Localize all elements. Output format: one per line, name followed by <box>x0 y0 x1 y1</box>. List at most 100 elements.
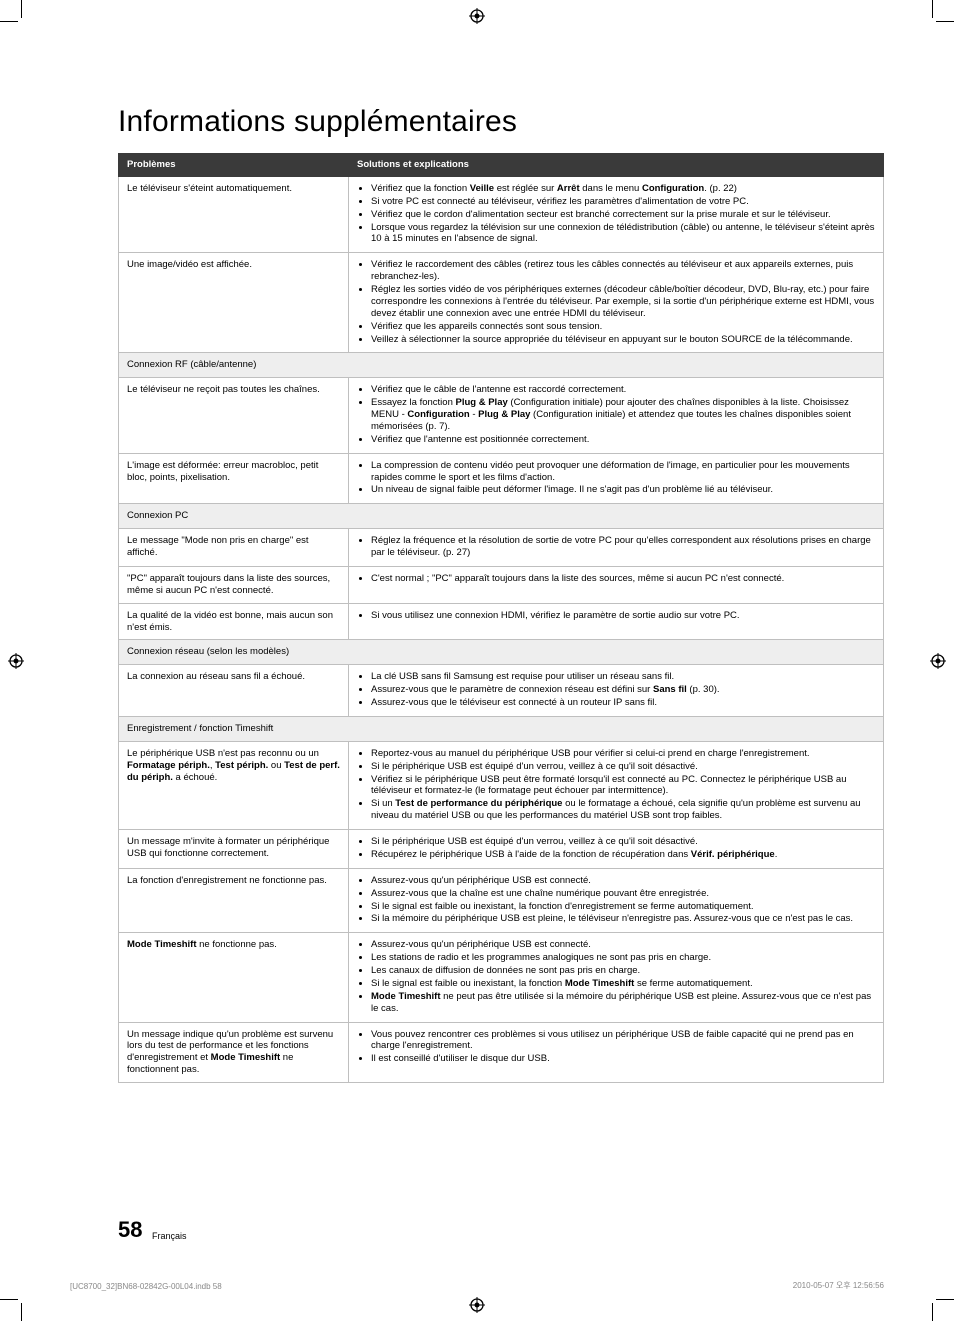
table-row: Le périphérique USB n'est pas reconnu ou… <box>119 741 884 829</box>
page-content: Informations supplémentaires Problèmes S… <box>0 0 954 1083</box>
solutions-cell: Si vous utilisez une connexion HDMI, vér… <box>349 603 884 640</box>
solution-item: Si le périphérique USB est équipé d'un v… <box>371 836 875 848</box>
problem-cell: La connexion au réseau sans fil a échoué… <box>119 665 349 717</box>
table-row: Le téléviseur s'éteint automatiquement. V… <box>119 176 884 252</box>
solution-item: Assurez-vous que la chaîne est une chaîn… <box>371 888 875 900</box>
table-row: Le téléviseur ne reçoit pas toutes les c… <box>119 378 884 453</box>
solution-item: Mode Timeshift ne peut pas être utilisée… <box>371 991 875 1015</box>
crop-mark <box>0 21 18 22</box>
solution-item: Vérifiez le raccordement des câbles (ret… <box>371 259 875 283</box>
solution-item: Si vous utilisez une connexion HDMI, vér… <box>371 610 875 622</box>
crop-mark <box>0 1299 18 1300</box>
table-row: Connexion réseau (selon les modèles) <box>119 640 884 665</box>
page-language: Français <box>152 1231 187 1241</box>
table-row: La qualité de la vidéo est bonne, mais a… <box>119 603 884 640</box>
solutions-cell: Réglez la fréquence et la résolution de … <box>349 529 884 567</box>
table-row: L'image est déformée: erreur macrobloc, … <box>119 453 884 504</box>
problem-cell: La qualité de la vidéo est bonne, mais a… <box>119 603 349 640</box>
problem-cell: "PC" apparaît toujours dans la liste des… <box>119 566 349 603</box>
problem-cell: Le téléviseur ne reçoit pas toutes les c… <box>119 378 349 453</box>
table-body: Le téléviseur s'éteint automatiquement. V… <box>119 176 884 1082</box>
solution-item: Si le périphérique USB est équipé d'un v… <box>371 761 875 773</box>
registration-mark <box>469 1297 485 1313</box>
crop-mark <box>932 0 933 18</box>
section-header: Connexion PC <box>119 504 884 529</box>
problem-cell: Le périphérique USB n'est pas reconnu ou… <box>119 741 349 829</box>
registration-mark <box>930 653 946 669</box>
solutions-cell: Vérifiez le raccordement des câbles (ret… <box>349 253 884 353</box>
table-row: Enregistrement / fonction Timeshift <box>119 716 884 741</box>
section-header: Connexion réseau (selon les modèles) <box>119 640 884 665</box>
solution-item: Les stations de radio et les programmes … <box>371 952 875 964</box>
table-row: "PC" apparaît toujours dans la liste des… <box>119 566 884 603</box>
problem-cell: Le message "Mode non pris en charge" est… <box>119 529 349 567</box>
solution-item: Récupérez le périphérique USB à l'aide d… <box>371 849 875 861</box>
solution-item: La compression de contenu vidéo peut pro… <box>371 460 875 484</box>
table-row: Connexion PC <box>119 504 884 529</box>
solutions-cell: Vérifiez que la fonction Veille est régl… <box>349 176 884 252</box>
solution-item: Assurez-vous qu'un périphérique USB est … <box>371 875 875 887</box>
table-row: Connexion RF (câble/antenne) <box>119 353 884 378</box>
troubleshooting-table: Problèmes Solutions et explications Le t… <box>118 153 884 1083</box>
table-row: Le message "Mode non pris en charge" est… <box>119 529 884 567</box>
solution-item: Veillez à sélectionner la source appropr… <box>371 334 875 346</box>
solutions-cell: Vous pouvez rencontrer ces problèmes si … <box>349 1022 884 1083</box>
registration-mark <box>8 653 24 669</box>
solutions-cell: Reportez-vous au manuel du périphérique … <box>349 741 884 829</box>
solution-item: Assurez-vous que le téléviseur est conne… <box>371 697 875 709</box>
solution-item: Assurez-vous qu'un périphérique USB est … <box>371 939 875 951</box>
problem-cell: Le téléviseur s'éteint automatiquement. <box>119 176 349 252</box>
solution-item: Essayez la fonction Plug & Play (Configu… <box>371 397 875 433</box>
crop-mark <box>936 21 954 22</box>
solutions-list: Vérifiez le raccordement des câbles (ret… <box>357 259 875 345</box>
solutions-list: Vous pouvez rencontrer ces problèmes si … <box>357 1029 875 1066</box>
solutions-cell: Vérifiez que le câble de l'antenne est r… <box>349 378 884 453</box>
solution-item: Assurez-vous que le paramètre de connexi… <box>371 684 875 696</box>
problem-cell: Mode Timeshift ne fonctionne pas. <box>119 933 349 1022</box>
solutions-list: Reportez-vous au manuel du périphérique … <box>357 748 875 822</box>
solutions-list: Vérifiez que la fonction Veille est régl… <box>357 183 875 245</box>
crop-mark <box>932 1303 933 1321</box>
solutions-list: Si vous utilisez une connexion HDMI, vér… <box>357 610 875 622</box>
solutions-list: Vérifiez que le câble de l'antenne est r… <box>357 384 875 445</box>
solution-item: Il est conseillé d'utiliser le disque du… <box>371 1053 875 1065</box>
section-header: Connexion RF (câble/antenne) <box>119 353 884 378</box>
solution-item: Vérifiez que les appareils connectés son… <box>371 321 875 333</box>
crop-mark <box>21 0 22 18</box>
problem-cell: La fonction d'enregistrement ne fonction… <box>119 868 349 933</box>
solutions-cell: Assurez-vous qu'un périphérique USB est … <box>349 868 884 933</box>
solution-item: Vérifiez que le câble de l'antenne est r… <box>371 384 875 396</box>
table-row: Un message indique qu'un problème est su… <box>119 1022 884 1083</box>
problem-cell: Un message indique qu'un problème est su… <box>119 1022 349 1083</box>
table-row: Une image/vidéo est affichée.Vérifiez le… <box>119 253 884 353</box>
solution-item: Un niveau de signal faible peut déformer… <box>371 484 875 496</box>
crop-mark <box>936 1299 954 1300</box>
solution-item: Reportez-vous au manuel du périphérique … <box>371 748 875 760</box>
solution-item: Réglez les sorties vidéo de vos périphér… <box>371 284 875 320</box>
solutions-list: Réglez la fréquence et la résolution de … <box>357 535 875 559</box>
solution-item: Si le signal est faible ou inexistant, l… <box>371 978 875 990</box>
registration-mark <box>469 8 485 24</box>
solution-item: Lorsque vous regardez la télévision sur … <box>371 222 875 246</box>
print-slug-left: [UC8700_32]BN68-02842G-00L04.indb 58 <box>70 1282 222 1291</box>
section-header: Enregistrement / fonction Timeshift <box>119 716 884 741</box>
table-row: Mode Timeshift ne fonctionne pas. Assurez… <box>119 933 884 1022</box>
solutions-cell: C'est normal ; "PC" apparaît toujours da… <box>349 566 884 603</box>
solutions-cell: Assurez-vous qu'un périphérique USB est … <box>349 933 884 1022</box>
solutions-cell: La clé USB sans fil Samsung est requise … <box>349 665 884 717</box>
page-title: Informations supplémentaires <box>118 105 884 139</box>
solutions-list: Si le périphérique USB est équipé d'un v… <box>357 836 875 861</box>
column-header-solutions: Solutions et explications <box>349 154 884 177</box>
solution-item: Vérifiez si le périphérique USB peut êtr… <box>371 774 875 798</box>
solution-item: Vérifiez que l'antenne est positionnée c… <box>371 434 875 446</box>
solutions-cell: Si le périphérique USB est équipé d'un v… <box>349 830 884 869</box>
table-row: Un message m'invite à formater un périph… <box>119 830 884 869</box>
solutions-list: Assurez-vous qu'un périphérique USB est … <box>357 939 875 1014</box>
solution-item: La clé USB sans fil Samsung est requise … <box>371 671 875 683</box>
crop-mark <box>21 1303 22 1321</box>
solutions-list: Assurez-vous qu'un périphérique USB est … <box>357 875 875 926</box>
solution-item: Si le signal est faible ou inexistant, l… <box>371 901 875 913</box>
solutions-list: C'est normal ; "PC" apparaît toujours da… <box>357 573 875 585</box>
solution-item: Vérifiez que le cordon d'alimentation se… <box>371 209 875 221</box>
solution-item: Vérifiez que la fonction Veille est régl… <box>371 183 875 195</box>
